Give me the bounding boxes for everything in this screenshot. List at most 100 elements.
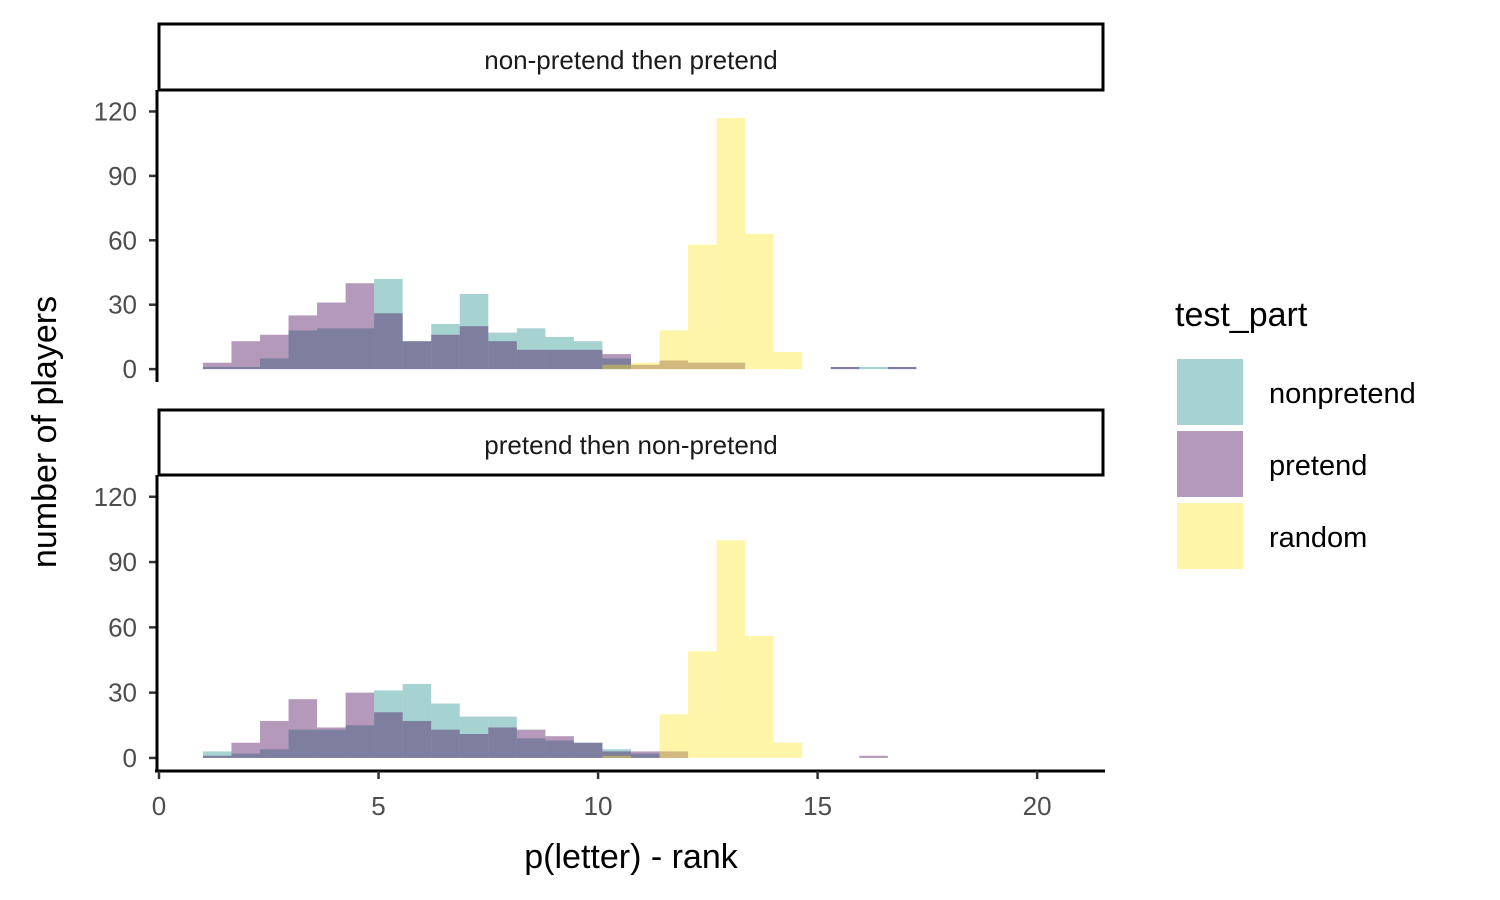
panel-bottom: pretend then non-pretend 0 30 60 90 120 0 5 10… xyxy=(94,408,1105,821)
bars-bottom xyxy=(202,540,888,758)
bar-pretend xyxy=(631,751,660,758)
bar-random xyxy=(773,351,803,370)
bar-pretend xyxy=(374,313,403,370)
bar-nonpretend xyxy=(259,358,289,370)
legend-key-random xyxy=(1177,503,1243,569)
y-tick-label: 0 xyxy=(123,354,137,384)
bar-nonpretend xyxy=(317,328,346,370)
y-tick-label: 90 xyxy=(108,547,137,577)
bar-nonpretend xyxy=(830,366,860,370)
y-tick-label: 0 xyxy=(123,743,137,773)
bar-nonpretend xyxy=(345,725,375,758)
bar-nonpretend xyxy=(459,293,489,370)
y-tick-label: 60 xyxy=(108,225,137,255)
bar-pretend xyxy=(545,736,574,758)
bar-pretend xyxy=(431,334,460,370)
bar-pretend xyxy=(259,334,289,370)
y-tick-label: 60 xyxy=(108,612,137,642)
bar-nonpretend xyxy=(516,738,546,758)
bar-pretend xyxy=(859,755,888,758)
bar-random xyxy=(659,714,689,758)
panel-top: non-pretend then pretend 0 30 60 90 120 xyxy=(94,22,1105,384)
legend-label-pretend: pretend xyxy=(1269,450,1367,482)
bar-pretend xyxy=(288,315,318,370)
bar-pretend xyxy=(459,326,489,370)
bar-nonpretend xyxy=(288,330,318,370)
y-axis-top: 0 30 60 90 120 xyxy=(94,96,157,384)
bars-top xyxy=(202,117,917,370)
x-tick-label: 5 xyxy=(371,791,385,821)
bar-nonpretend xyxy=(631,753,660,758)
y-axis-title: number of players xyxy=(26,296,64,568)
strip-box-bottom xyxy=(157,408,1105,477)
x-tick-label: 20 xyxy=(1023,791,1052,821)
bar-nonpretend xyxy=(202,366,232,370)
bar-nonpretend xyxy=(317,729,346,758)
bar-random xyxy=(688,651,717,758)
strip-box-top xyxy=(157,22,1105,92)
bar-pretend xyxy=(688,362,717,370)
legend-key-pretend xyxy=(1177,431,1243,497)
bar-random xyxy=(716,540,746,758)
bar-random xyxy=(602,755,631,758)
bar-nonpretend xyxy=(488,716,517,758)
bar-random xyxy=(773,742,803,758)
bar-nonpretend xyxy=(374,278,403,370)
bar-pretend xyxy=(231,742,260,758)
x-axis: 0 5 10 15 20 xyxy=(152,771,1052,821)
legend-key-nonpretend xyxy=(1177,359,1243,425)
bar-pretend xyxy=(516,349,546,370)
bar-pretend xyxy=(345,283,375,370)
bar-pretend xyxy=(259,720,289,758)
bar-random xyxy=(716,117,746,370)
x-axis-title: p(letter) - rank xyxy=(524,838,738,876)
bar-random xyxy=(659,330,689,370)
bar-pretend xyxy=(202,362,232,370)
bar-pretend xyxy=(488,341,517,370)
bar-nonpretend xyxy=(231,366,260,370)
y-tick-label: 120 xyxy=(94,482,137,512)
bar-nonpretend xyxy=(231,753,260,758)
bar-pretend xyxy=(602,751,631,758)
bar-nonpretend xyxy=(345,328,375,370)
legend-label-random: random xyxy=(1269,522,1367,554)
bar-pretend xyxy=(716,362,746,370)
bar-nonpretend xyxy=(402,683,432,758)
bar-nonpretend xyxy=(374,690,403,758)
bar-nonpretend xyxy=(259,749,289,758)
strip-label-bottom: pretend then non-pretend xyxy=(484,430,777,460)
bar-pretend xyxy=(659,751,689,758)
bar-nonpretend xyxy=(431,324,460,370)
bar-nonpretend xyxy=(488,332,517,370)
y-axis-bottom: 0 30 60 90 120 xyxy=(94,482,157,773)
bar-pretend xyxy=(345,692,375,758)
strip-label-top: non-pretend then pretend xyxy=(484,45,777,75)
bar-pretend xyxy=(659,360,689,370)
bar-pretend xyxy=(431,729,460,758)
bar-pretend xyxy=(602,354,631,370)
x-tick-label: 15 xyxy=(803,791,832,821)
bar-pretend xyxy=(317,727,346,758)
bar-pretend xyxy=(202,755,232,758)
bar-nonpretend xyxy=(545,740,574,758)
bar-nonpretend xyxy=(202,751,232,758)
y-tick-label: 30 xyxy=(108,290,137,320)
bar-pretend xyxy=(402,720,432,758)
bar-pretend xyxy=(317,302,346,370)
bar-nonpretend xyxy=(402,341,432,370)
bar-pretend xyxy=(573,349,603,370)
bar-pretend xyxy=(516,729,546,758)
bar-nonpretend xyxy=(516,328,546,370)
bar-pretend xyxy=(402,341,432,370)
bar-nonpretend xyxy=(887,366,917,370)
bar-nonpretend xyxy=(288,729,318,758)
x-tick-label: 0 xyxy=(152,791,166,821)
bar-pretend xyxy=(631,364,660,370)
bar-nonpretend xyxy=(602,358,631,370)
bar-nonpretend xyxy=(545,336,574,370)
bar-pretend xyxy=(830,366,860,370)
bar-pretend xyxy=(573,742,603,758)
bar-pretend xyxy=(288,699,318,758)
y-tick-label: 120 xyxy=(94,96,137,126)
legend-label-nonpretend: nonpretend xyxy=(1269,378,1416,410)
